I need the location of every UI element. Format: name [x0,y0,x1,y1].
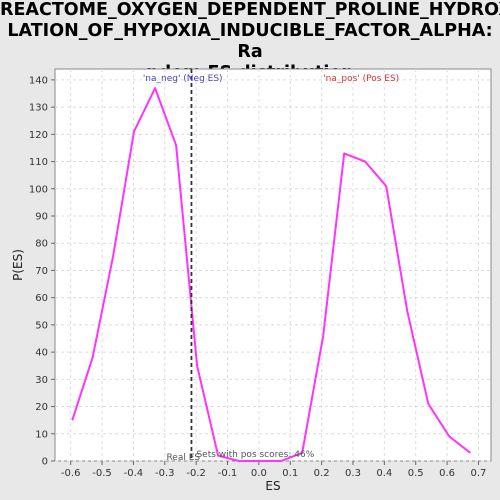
x-tick-label: -0.2 [186,468,206,479]
y-tick-label: 50 [35,320,48,331]
y-tick-label: 130 [29,103,48,114]
x-tick-label: 0.7 [471,468,487,479]
x-tick-label: 0.6 [439,468,455,479]
y-tick-label: 110 [29,157,48,168]
x-tick-label: 0.0 [251,468,267,479]
sets-pos-label: Sets with pos scores: 46% [196,450,314,460]
series-group [71,87,471,462]
y-axis-title: P(ES) [11,249,25,281]
x-tick-label: -0.1 [218,468,238,479]
y-tick-label: 140 [29,75,48,86]
x-tick-label: 0.2 [314,468,330,479]
chart-title-line-2: LATION_OF_HYPOXIA_INDUCIBLE_FACTOR_ALPHA… [7,21,493,62]
y-tick-label: 100 [29,184,48,195]
pos-es-label: 'na_pos' (Pos ES) [323,74,399,84]
series-line [71,87,471,462]
x-tick-label: -0.3 [155,468,175,479]
x-tick-label: 0.5 [408,468,424,479]
x-tick-label: -0.6 [61,468,81,479]
y-tick-label: 40 [35,348,48,359]
y-tick-label: 70 [35,266,48,277]
plot-area [54,68,492,462]
chart-title-line-1: REACTOME_OXYGEN_DEPENDENT_PROLINE_HYDROX… [0,0,500,20]
y-axis-ticks: 0 10 20 30 40 50 60 70 80 90 100 110 120 130 140 [29,75,55,468]
grid-lines [55,69,491,462]
x-tick-label: 0.4 [376,468,392,479]
x-axis-title: ES [265,479,280,493]
x-tick-label: -0.5 [92,468,112,479]
y-tick-label: 60 [35,293,48,304]
y-tick-label: 20 [35,402,48,413]
x-tick-label: 0.1 [282,468,298,479]
y-tick-label: 10 [35,429,48,440]
y-tick-label: 80 [35,239,48,250]
y-tick-label: 90 [35,212,48,223]
real-es-label: Real ES [166,453,200,463]
x-axis-ticks: -0.6 -0.5 -0.4 -0.3 -0.2 -0.1 0.0 0.1 0.2 0.3 0.4 0… [61,461,486,479]
neg-es-label: 'na_neg' (Neg ES) [143,74,223,84]
x-tick-label: 0.3 [345,468,361,479]
annotation-group: 'na_neg' (Neg ES) 'na_pos' (Pos ES) Real E… [143,74,399,463]
y-tick-label: 30 [35,375,48,386]
y-tick-label: 120 [29,130,48,141]
y-tick-label: 0 [42,457,48,468]
x-tick-label: -0.4 [124,468,144,479]
